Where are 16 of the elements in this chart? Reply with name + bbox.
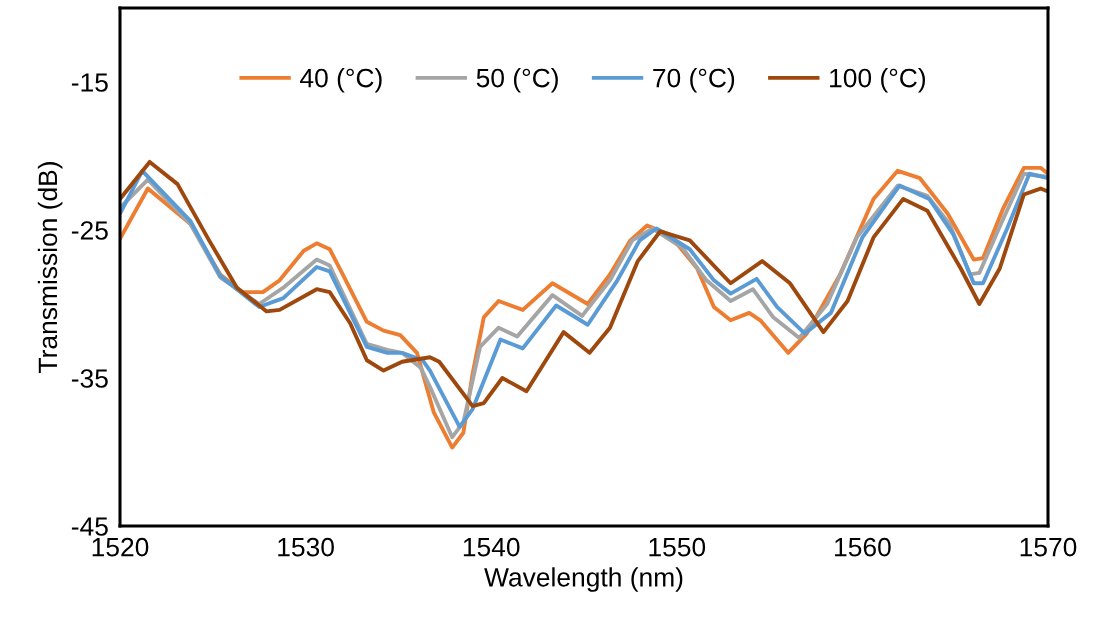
y-tick-label: -15	[71, 73, 108, 92]
legend-label: 100 (°C)	[830, 68, 925, 93]
x-axis-title: Wavelength (nm)	[484, 567, 683, 592]
x-tick-label: 1530	[278, 537, 334, 557]
x-tick-label: 1540	[463, 537, 520, 557]
legend-label: 70 (°C)	[653, 68, 735, 93]
x-tick-label: 1570	[1020, 537, 1077, 557]
legend-label: 50 (°C)	[476, 68, 558, 93]
y-tick-label: -35	[71, 369, 108, 388]
legend-label: 40 (°C)	[300, 68, 382, 93]
x-tick-label: 1550	[649, 537, 706, 557]
x-tick-label: 1520	[92, 537, 149, 557]
x-tick-label: 1560	[835, 537, 891, 557]
y-tick-label: -25	[71, 221, 108, 240]
y-tick-label: -45	[71, 517, 108, 536]
y-axis-title: Transmission (dB)	[37, 162, 63, 373]
